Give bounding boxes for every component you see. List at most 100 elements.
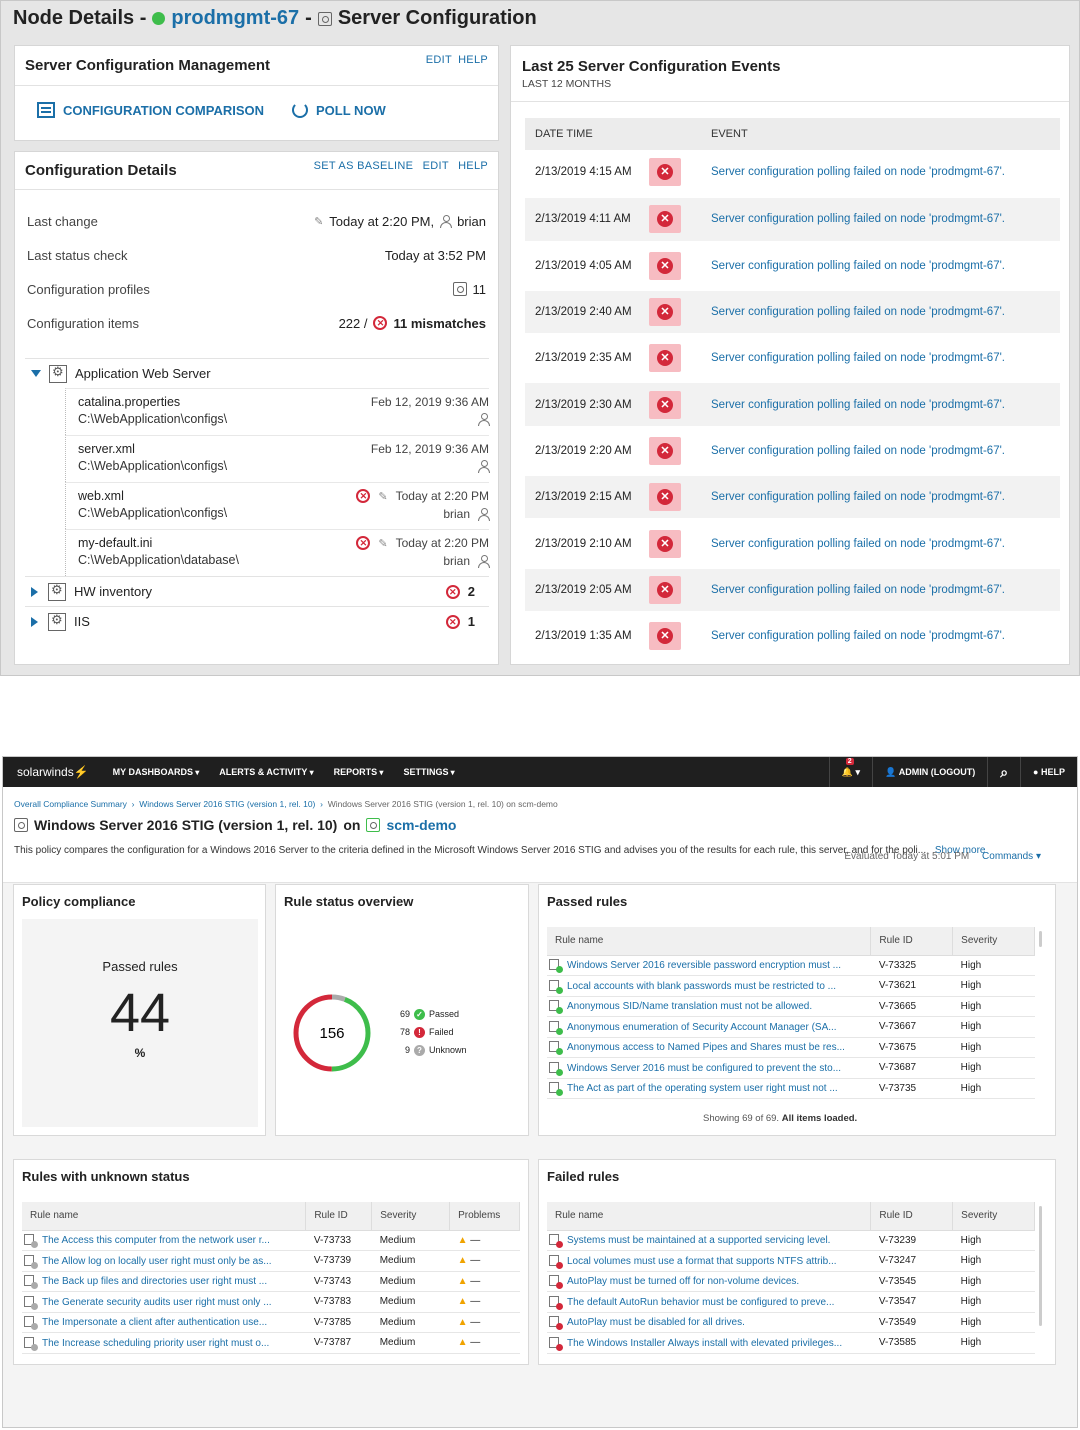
set-baseline-link[interactable]: SET AS BASELINE [313, 160, 414, 172]
event-link[interactable]: Server configuration polling failed on n… [701, 474, 1060, 523]
nav-item[interactable]: ALERTS & ACTIVITY [209, 767, 323, 777]
poll-now-button[interactable]: POLL NOW [292, 102, 386, 118]
rule-name-link[interactable]: Systems must be maintained at a supporte… [567, 1235, 831, 1247]
rule-name-link[interactable]: AutoPlay must be disabled for all drives… [567, 1317, 745, 1329]
expand-icon[interactable] [31, 616, 38, 627]
column-header[interactable]: Rule ID [305, 1202, 373, 1231]
nav-item[interactable]: MY DASHBOARDS [103, 767, 210, 777]
node-link[interactable]: scm-demo [386, 817, 457, 833]
event-link[interactable]: Server configuration polling failed on n… [701, 566, 1060, 615]
event-link[interactable]: Server configuration polling failed on n… [701, 288, 1060, 338]
rule-id: V-73549 [870, 1312, 953, 1333]
rule-name-link[interactable]: The Impersonate a client after authentic… [42, 1317, 268, 1329]
config-file-row[interactable]: catalina.properties C:\WebApplication\con… [65, 388, 490, 435]
commands-menu[interactable]: Commands ▾ [982, 851, 1041, 862]
rule-name-link[interactable]: The default AutoRun behavior must be con… [567, 1296, 835, 1308]
config-file-row[interactable]: web.xml C:\WebApplication\configs\ ✕ ✎ Today… [65, 482, 490, 529]
tree-group-web[interactable]: Application Web Server [25, 358, 489, 388]
user-menu[interactable]: 👤 ADMIN (LOGOUT) [871, 757, 987, 787]
rule-name-link[interactable]: Windows Server 2016 must be configured t… [567, 1062, 842, 1074]
rule-name-link[interactable]: Anonymous enumeration of Security Accoun… [567, 1021, 837, 1033]
column-header[interactable]: Rule ID [870, 927, 954, 956]
column-header[interactable]: Rule ID [870, 1202, 954, 1231]
collapse-icon[interactable] [31, 370, 41, 377]
rule-name-link[interactable]: The Act as part of the operating system … [567, 1083, 838, 1095]
rule-icon [549, 1020, 563, 1035]
rule-name-link[interactable]: The Access this computer from the networ… [42, 1235, 270, 1247]
search-button[interactable]: ⌕ [987, 757, 1020, 787]
rule-name-link[interactable]: AutoPlay must be turned off for non-volu… [567, 1276, 800, 1288]
rule-icon [549, 979, 563, 994]
error-icon: ✕ [649, 205, 681, 234]
event-link[interactable]: Server configuration polling failed on n… [701, 381, 1060, 430]
rule-icon [549, 1041, 563, 1056]
rule-icon [549, 1061, 563, 1076]
file-name[interactable]: catalina.properties [78, 395, 181, 409]
file-name[interactable]: server.xml [78, 442, 135, 456]
event-link[interactable]: Server configuration polling failed on n… [701, 520, 1060, 569]
severity: High [952, 1078, 1035, 1099]
rule-name-link[interactable]: Windows Server 2016 reversible password … [567, 960, 842, 972]
solarwinds-logo[interactable]: solarwinds⚡ [17, 765, 89, 779]
config-file-row[interactable]: server.xml C:\WebApplication\configs\ Feb … [65, 435, 490, 482]
rule-id: V-73687 [870, 1057, 953, 1079]
configuration-comparison-button[interactable]: CONFIGURATION COMPARISON [37, 102, 264, 118]
column-header[interactable]: Rule name [22, 1202, 307, 1231]
column-header[interactable]: Severity [952, 927, 1035, 956]
rule-name-link[interactable]: The Back up files and directories user r… [42, 1276, 268, 1288]
event-link[interactable]: Server configuration polling failed on n… [701, 150, 1060, 199]
rule-icon [549, 1000, 563, 1015]
rule-name-link[interactable]: The Allow log on locally user right must… [42, 1255, 272, 1267]
passed-rules-table: Rule name Rule ID Severity Windows Server 2… [547, 927, 1035, 1099]
event-link[interactable]: Server configuration polling failed on n… [701, 196, 1060, 245]
event-link[interactable]: Server configuration polling failed on n… [701, 242, 1060, 291]
event-date: 2/13/2019 2:40 AM [525, 288, 649, 338]
column-header[interactable]: Rule name [547, 927, 872, 956]
alerts-button[interactable]: 🔔 2 ▾ [828, 757, 872, 787]
problems-value: — [470, 1316, 481, 1328]
show-more-link[interactable]: Show more [934, 845, 986, 856]
tree-group-iis[interactable]: IIS ✕1 [25, 606, 489, 636]
scm-panel: Server Configuration Management EDIT HELP… [14, 45, 499, 141]
rule-name-link[interactable]: Anonymous access to Named Pipes and Shar… [567, 1042, 845, 1054]
help-button[interactable]: ● HELP [1020, 757, 1077, 787]
file-name[interactable]: web.xml [78, 489, 124, 503]
scrollbar[interactable] [1039, 931, 1042, 947]
tree-group-hw[interactable]: HW inventory ✕2 [25, 576, 489, 606]
nav-item[interactable]: REPORTS [324, 767, 394, 777]
details-edit-link[interactable]: EDIT [422, 160, 449, 172]
rule-name-link[interactable]: The Windows Installer Always install wit… [567, 1337, 843, 1349]
details-help-link[interactable]: HELP [458, 160, 488, 172]
column-header[interactable]: Problems [449, 1202, 520, 1231]
column-header[interactable]: Severity [371, 1202, 451, 1231]
event-row: 2/13/2019 2:10 AM ✕ Server configuration p… [525, 520, 1060, 569]
expand-icon[interactable] [31, 586, 38, 597]
scm-edit-link[interactable]: EDIT [425, 54, 453, 66]
scm-help-link[interactable]: HELP [458, 54, 488, 66]
legend-unknown: 9? Unknown [394, 1041, 467, 1059]
rule-name-link[interactable]: Local accounts with blank passwords must… [567, 980, 837, 992]
rule-name-link[interactable]: Local volumes must use a format that sup… [567, 1255, 837, 1267]
event-link[interactable]: Server configuration polling failed on n… [701, 612, 1060, 662]
nav-item[interactable]: SETTINGS [393, 767, 464, 777]
node-link[interactable]: prodmgmt-67 [171, 7, 300, 29]
severity: Medium [371, 1332, 450, 1354]
breadcrumb-summary[interactable]: Overall Compliance Summary [14, 799, 127, 809]
column-header[interactable]: Rule name [547, 1202, 872, 1231]
config-file-row[interactable]: my-default.ini C:\WebApplication\database… [65, 529, 490, 576]
scm-title: Server Configuration Management [25, 57, 271, 74]
breadcrumb-policy[interactable]: Windows Server 2016 STIG (version 1, rel… [139, 799, 316, 809]
event-link[interactable]: Server configuration polling failed on n… [701, 335, 1060, 384]
severity: High [952, 1016, 1035, 1038]
mismatches-link[interactable]: 11 mismatches [393, 315, 486, 331]
node-status-icon [152, 12, 166, 25]
event-link[interactable]: Server configuration polling failed on n… [701, 427, 1060, 477]
scrollbar[interactable] [1039, 1206, 1042, 1326]
rule-name-link[interactable]: The Generate security audits user right … [42, 1296, 272, 1308]
rule-name-link[interactable]: Anonymous SID/Name translation must not … [567, 1001, 813, 1013]
user-icon [478, 413, 490, 426]
column-header[interactable]: Severity [952, 1202, 1035, 1231]
warning-icon: ▲ [457, 1296, 471, 1308]
rule-name-link[interactable]: The Increase scheduling priority user ri… [42, 1337, 270, 1349]
file-name[interactable]: my-default.ini [78, 536, 153, 550]
